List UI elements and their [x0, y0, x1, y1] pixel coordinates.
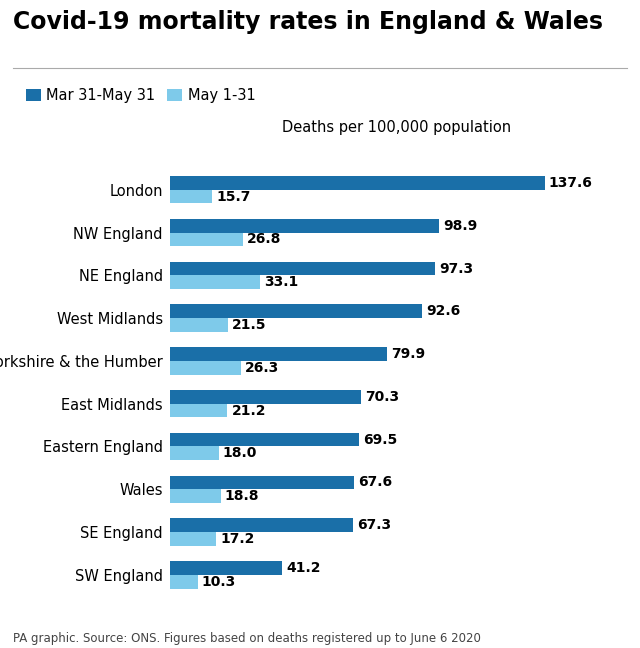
Text: 41.2: 41.2 — [286, 561, 321, 575]
Text: Covid-19 mortality rates in England & Wales: Covid-19 mortality rates in England & Wa… — [13, 10, 603, 34]
Bar — [170, 532, 216, 546]
Text: 18.0: 18.0 — [223, 446, 257, 460]
Bar — [170, 318, 228, 332]
Bar — [170, 305, 422, 318]
Text: 79.9: 79.9 — [392, 347, 426, 361]
Text: PA graphic. Source: ONS. Figures based on deaths registered up to June 6 2020: PA graphic. Source: ONS. Figures based o… — [13, 632, 481, 645]
Legend: Mar 31-May 31, May 1-31: Mar 31-May 31, May 1-31 — [20, 82, 261, 108]
Text: 21.5: 21.5 — [232, 318, 267, 332]
Text: 98.9: 98.9 — [444, 219, 477, 233]
Text: 18.8: 18.8 — [225, 489, 259, 503]
Bar — [170, 404, 227, 417]
Text: 137.6: 137.6 — [548, 176, 593, 190]
Text: 26.3: 26.3 — [245, 361, 280, 375]
Bar — [170, 575, 198, 588]
Bar — [170, 390, 361, 404]
Bar — [170, 275, 260, 289]
Bar — [170, 489, 221, 503]
Text: 69.5: 69.5 — [363, 433, 397, 446]
Bar — [170, 190, 212, 203]
Text: 33.1: 33.1 — [264, 275, 298, 289]
Bar — [170, 176, 545, 190]
Text: 67.6: 67.6 — [358, 476, 392, 489]
Bar — [170, 518, 353, 532]
Text: 17.2: 17.2 — [221, 532, 255, 546]
Bar — [170, 446, 219, 460]
Text: 97.3: 97.3 — [439, 262, 473, 275]
Bar — [170, 219, 439, 233]
Bar — [170, 262, 435, 275]
Bar — [170, 433, 359, 446]
Bar — [170, 347, 387, 361]
Text: 21.2: 21.2 — [232, 404, 266, 417]
Text: Deaths per 100,000 population: Deaths per 100,000 population — [282, 120, 511, 135]
Text: 92.6: 92.6 — [426, 305, 460, 318]
Text: 15.7: 15.7 — [216, 190, 251, 203]
Bar — [170, 233, 243, 246]
Text: 67.3: 67.3 — [357, 518, 391, 532]
Bar — [170, 361, 241, 375]
Text: 70.3: 70.3 — [365, 390, 399, 404]
Bar — [170, 476, 354, 489]
Bar — [170, 561, 282, 575]
Text: 10.3: 10.3 — [202, 575, 236, 588]
Text: 26.8: 26.8 — [247, 233, 281, 246]
